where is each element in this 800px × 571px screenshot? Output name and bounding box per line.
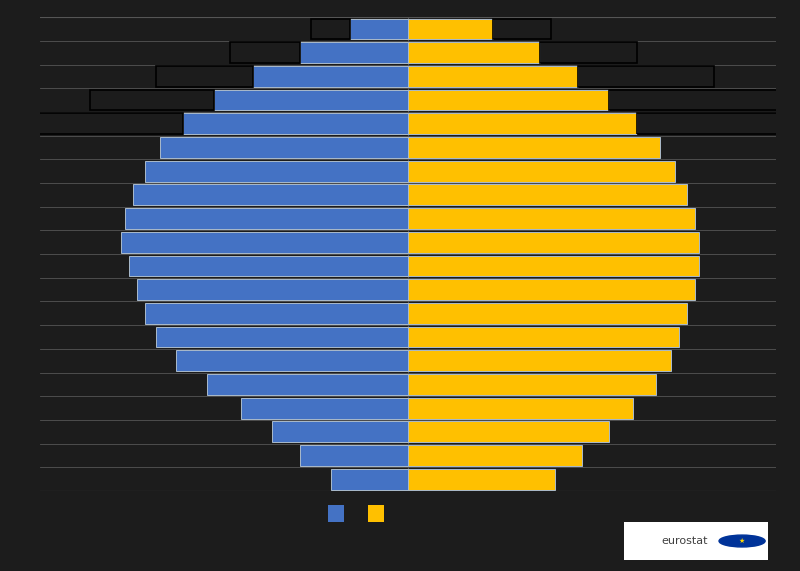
Bar	[408, 279, 694, 300]
Bar	[408, 42, 540, 63]
Bar	[183, 113, 408, 134]
Bar	[408, 184, 687, 206]
Bar	[408, 397, 633, 419]
Bar	[637, 113, 800, 134]
Bar	[90, 90, 214, 111]
Bar	[133, 184, 408, 206]
Bar	[408, 374, 656, 395]
Bar	[610, 90, 784, 111]
Bar	[408, 255, 698, 276]
Bar	[408, 303, 687, 324]
Text: eurostat: eurostat	[662, 536, 708, 546]
Bar	[214, 90, 408, 111]
Bar	[160, 137, 408, 158]
Bar	[311, 18, 350, 39]
Bar	[408, 232, 698, 253]
Bar	[122, 232, 408, 253]
Bar	[408, 208, 694, 229]
Bar	[408, 469, 555, 490]
Bar	[175, 350, 408, 371]
Bar	[408, 327, 679, 348]
Text: ★: ★	[739, 538, 746, 544]
Bar	[156, 327, 408, 348]
Bar	[230, 42, 299, 63]
Bar	[408, 113, 637, 134]
Bar	[36, 113, 183, 134]
Bar	[145, 160, 408, 182]
Bar	[408, 350, 671, 371]
Bar	[408, 18, 494, 39]
Bar	[299, 445, 408, 466]
Bar	[330, 469, 408, 490]
Bar	[253, 66, 408, 87]
Circle shape	[719, 535, 765, 547]
Bar	[206, 374, 408, 395]
Bar	[408, 445, 582, 466]
Bar	[494, 18, 551, 39]
Bar	[350, 18, 408, 39]
Bar	[242, 397, 408, 419]
Bar	[408, 90, 610, 111]
Bar	[126, 208, 408, 229]
Bar	[540, 42, 637, 63]
Bar	[578, 66, 714, 87]
Bar	[408, 421, 610, 443]
Bar	[129, 255, 408, 276]
Bar	[408, 137, 660, 158]
Bar	[299, 42, 408, 63]
Bar	[137, 279, 408, 300]
Bar	[273, 421, 408, 443]
Bar	[408, 66, 578, 87]
Bar	[408, 160, 675, 182]
Bar	[156, 66, 253, 87]
Bar	[145, 303, 408, 324]
